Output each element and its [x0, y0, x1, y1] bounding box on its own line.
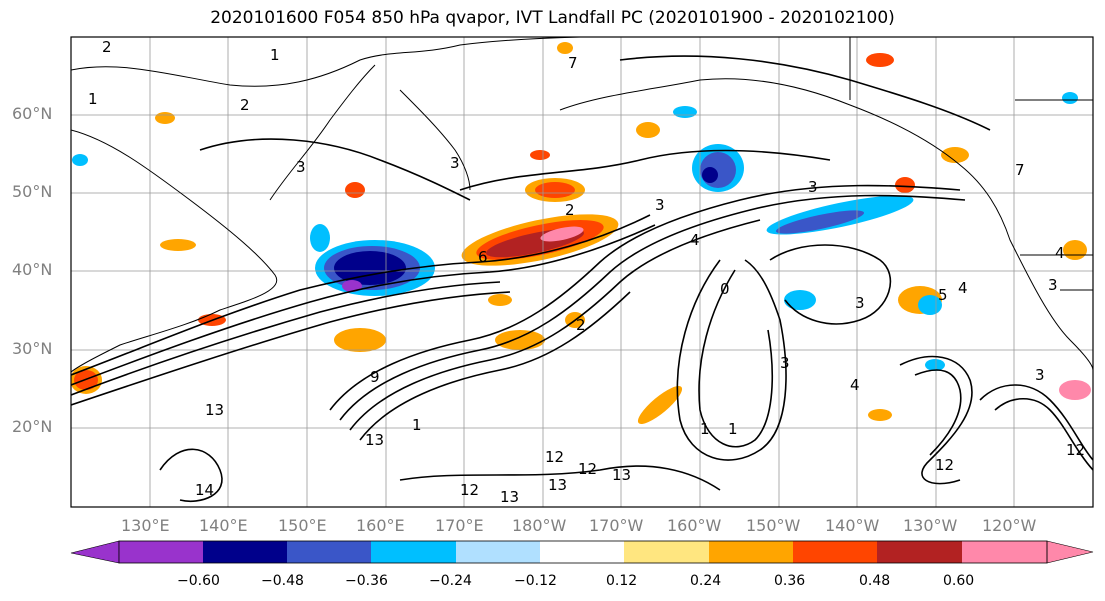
colorbar-tick-label: 0.24 [690, 573, 722, 589]
lat-label: 60°N [12, 104, 53, 123]
colorbar-segment [119, 541, 203, 563]
contour-label: 13 [205, 401, 224, 419]
contour-label: 3 [1035, 366, 1045, 384]
colorbar-tick-label: −0.24 [429, 573, 472, 589]
contour-label: 4 [958, 279, 968, 297]
colorbar-segment [456, 541, 540, 563]
contour-label: 12 [545, 448, 564, 466]
contour-label: 12 [460, 481, 479, 499]
colorbar-segment [624, 541, 709, 563]
contour-label: 5 [938, 286, 948, 304]
colorbar-tick-label: 0.36 [774, 573, 806, 589]
colorbar-tick-label: 0.12 [606, 573, 638, 589]
contour-label: 1 [728, 420, 738, 438]
contour-label: 1 [700, 420, 710, 438]
contour-label: 2 [102, 38, 112, 56]
colorbar-extend-low [70, 540, 120, 564]
lon-label: 170°W [589, 516, 644, 535]
contour-label: 1 [412, 416, 422, 434]
colorbar-segment [962, 541, 1047, 563]
lat-label: 50°N [12, 182, 53, 201]
contour-label: 12 [935, 456, 954, 474]
contour-label: 0 [720, 280, 730, 298]
contour-lines [71, 55, 1093, 502]
colorbar-tick-label: −0.48 [261, 573, 304, 589]
lon-label: 160°W [667, 516, 722, 535]
contour-label: 12 [578, 460, 597, 478]
graticule [71, 37, 1093, 507]
positive-anomaly-peak [540, 226, 584, 242]
lon-label: 140°W [825, 516, 880, 535]
contour-label: 3 [855, 294, 865, 312]
contour-label: 1 [270, 46, 280, 64]
contour-label: 4 [690, 231, 700, 249]
lon-label: 130°E [121, 516, 170, 535]
lat-label: 20°N [12, 417, 53, 436]
negative-anomaly-core [334, 251, 406, 285]
colorbar-tick-label: 0.60 [943, 573, 975, 589]
contour-label: 3 [1048, 276, 1058, 294]
contour-label: 2 [240, 96, 250, 114]
contour-label: 14 [195, 481, 214, 499]
contour-label: 7 [1015, 161, 1025, 179]
contour-label: 3 [450, 154, 460, 172]
colorbar-segment [287, 541, 371, 563]
lat-label: 40°N [12, 260, 53, 279]
lat-label: 30°N [12, 339, 53, 358]
lon-label: 160°E [356, 516, 405, 535]
contour-label: 4 [850, 376, 860, 394]
contour-label: 4 [1055, 244, 1065, 262]
contour-label: 6 [478, 248, 488, 266]
lon-label: 120°W [982, 516, 1037, 535]
colorbar-segment [540, 541, 624, 563]
contour-label: 3 [780, 354, 790, 372]
negative-anomaly-peak [342, 280, 362, 292]
contour-label: 3 [296, 158, 306, 176]
contour-labels: 2 1 1 3 2 3 2 3 4 13 1 9 13 12 13 13 12 … [88, 38, 1085, 506]
lon-label: 130°W [903, 516, 958, 535]
colorbar-tick-label: −0.36 [345, 573, 388, 589]
colorbar-segment [877, 541, 962, 563]
coastlines [71, 37, 1093, 373]
colorbar-tick-label: −0.60 [177, 573, 220, 589]
colorbar-segment [709, 541, 793, 563]
colorbar-segment [203, 541, 287, 563]
colorbar-extend-high [1046, 540, 1094, 564]
contour-label: 9 [370, 368, 380, 386]
colorbar-tick-label: −0.12 [514, 573, 557, 589]
contour-label: 13 [500, 488, 519, 506]
map-title: 2020101600 F054 850 hPa qvapor, IVT Land… [210, 8, 895, 28]
contour-label: 12 [1066, 441, 1085, 459]
contour-label: 2 [576, 316, 586, 334]
contour-label: 2 [565, 201, 575, 219]
lon-label: 180°W [512, 516, 567, 535]
map-frame [70, 36, 1094, 508]
contour-label: 3 [808, 178, 818, 196]
contour-label: 3 [655, 196, 665, 214]
lon-label: 150°E [278, 516, 327, 535]
colorbar-frame [118, 540, 1048, 564]
colorbar-segment [793, 541, 877, 563]
lon-label: 170°E [435, 516, 484, 535]
lon-label: 150°W [746, 516, 801, 535]
map-plot-area: 2 1 1 3 2 3 2 3 4 13 1 9 13 12 13 13 12 … [71, 37, 1093, 507]
colorbar-tick-label: 0.48 [859, 573, 891, 589]
contour-label: 13 [365, 431, 384, 449]
contour-label: 13 [548, 476, 567, 494]
lon-label: 140°E [199, 516, 248, 535]
contour-label: 1 [88, 90, 98, 108]
contour-label: 7 [568, 54, 578, 72]
colorbar [70, 540, 1094, 564]
colorbar-segment [371, 541, 456, 563]
contour-label: 13 [612, 466, 631, 484]
